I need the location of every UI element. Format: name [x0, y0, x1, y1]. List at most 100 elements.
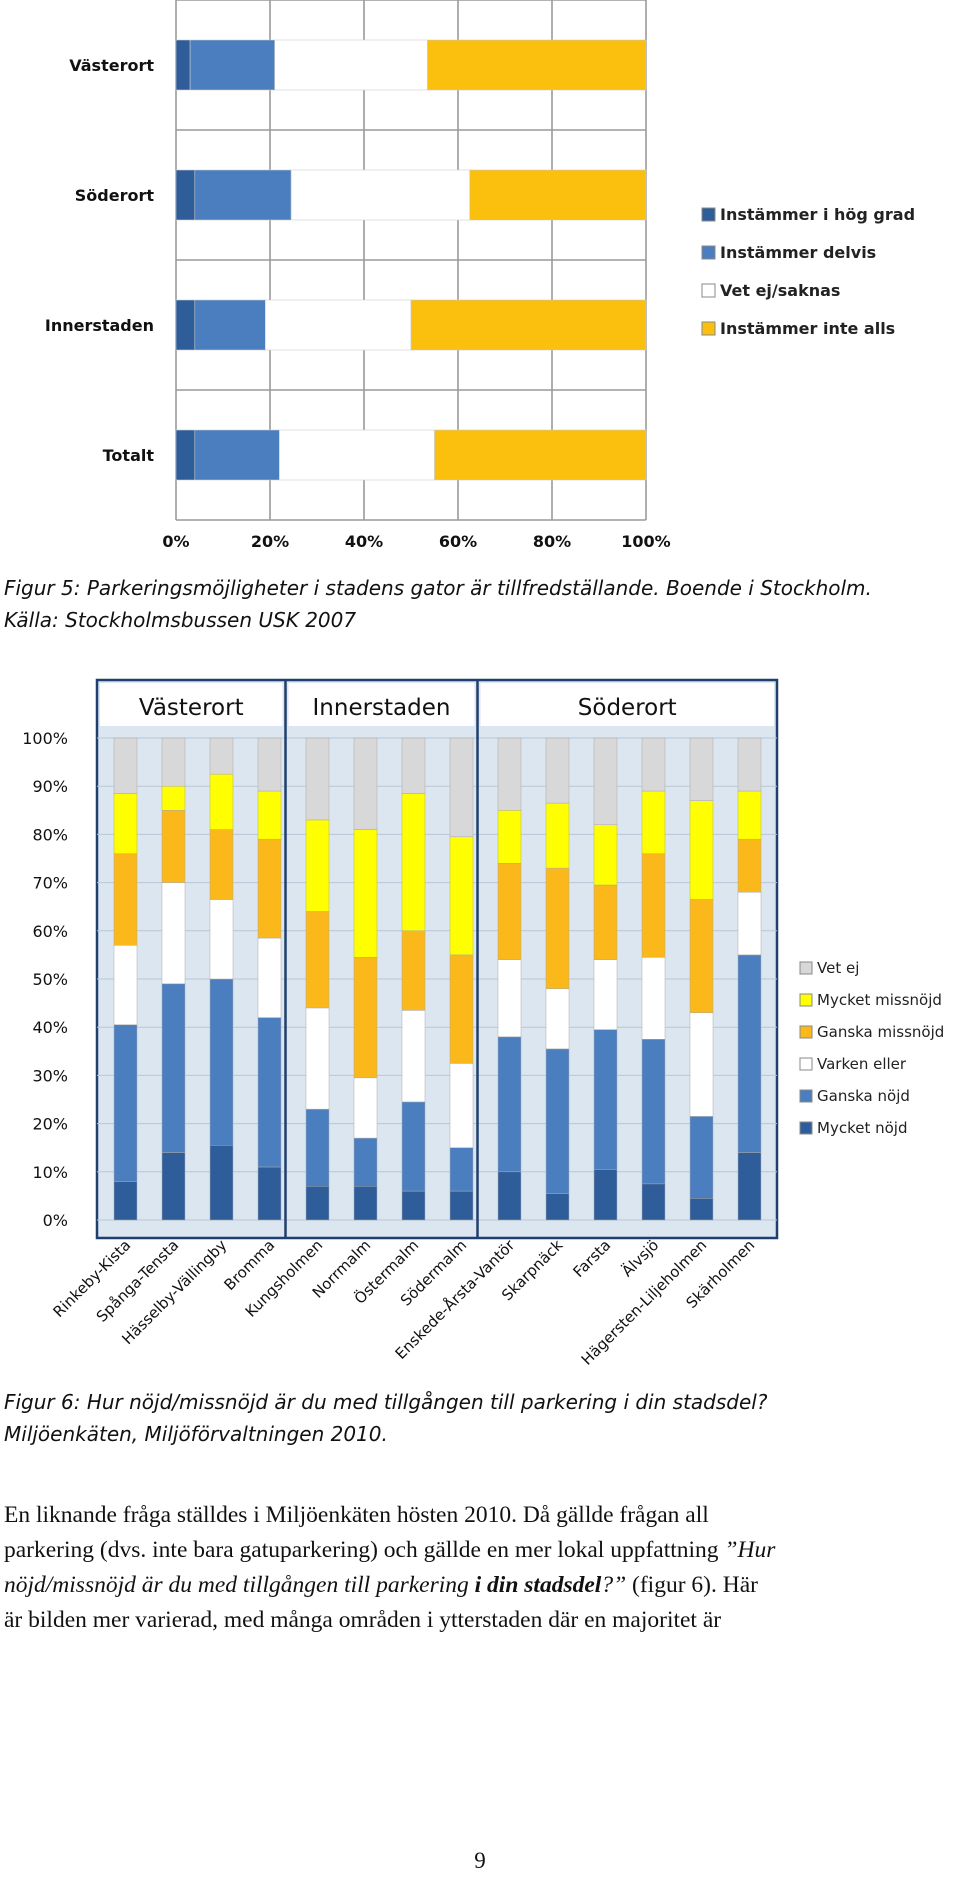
fig5-bar-innerstaden-instammer-i-hog-grad: [175, 299, 196, 351]
fig6-bar-alvsjo-mycket-nojd: [641, 1183, 666, 1221]
fig6-bar-alvsjo-ganska-nojd: [641, 1039, 666, 1185]
fig5-x-tick-label: 0%: [162, 532, 189, 551]
fig5-bars: [175, 39, 647, 481]
body-line-3: nöjd/missnöjd är du med tillgången till …: [4, 1568, 954, 1603]
body-line-3-text: (figur 6). Här: [626, 1572, 758, 1598]
fig6-group-header-bg: [100, 683, 283, 726]
fig6-category-label: Spånga-Tensta: [93, 1236, 183, 1326]
fig5-bar-totalt-instammer-i-hog-grad: [175, 429, 196, 481]
fig6-bar-sodermalm-mycket-nojd: [449, 1190, 474, 1221]
fig6-bar-enskede-arsta-vantor-ganska-nojd: [497, 1036, 522, 1173]
fig5-category-label: Västerort: [69, 56, 154, 75]
fig6-bar-spanga-tensta-vet-ej: [161, 737, 186, 787]
fig5-legend-label: Instämmer inte alls: [720, 319, 895, 338]
fig6-group-header: Västerort: [139, 695, 244, 721]
fig5-bar-innerstaden-vet-ej-saknas: [264, 299, 412, 351]
fig6-bar-hasselby-vallingby-vet-ej: [209, 737, 234, 775]
fig6-legend-label: Varken eller: [817, 1055, 907, 1073]
fig5-bar-vasterort-vet-ej-saknas: [274, 39, 428, 91]
fig6-bar-kungsholmen-ganska-nojd: [305, 1108, 330, 1187]
fig5-category-label: Söderort: [75, 186, 155, 205]
body-line-3-quote: nöjd/missnöjd är du med tillgången till …: [4, 1572, 475, 1598]
fig6-bar-sodermalm-ganska-missnojd: [449, 954, 474, 1064]
fig6-bar-skarholmen-ganska-nojd: [737, 954, 762, 1153]
figure-5-chart: Västerort Söderort Innerstaden Totalt 0% 20%…: [45, 0, 915, 551]
fig6-bar-hagersten-liljeholmen-mycket-nojd: [689, 1198, 714, 1221]
fig6-bar-hasselby-vallingby-ganska-missnojd: [209, 829, 234, 900]
page-number: 9: [474, 1848, 486, 1873]
fig5-x-tick-label: 60%: [439, 532, 477, 551]
fig6-group-headers: Västerort Innerstaden Söderort: [100, 680, 774, 1238]
fig6-bar-skarholmen-mycket-missnojd: [737, 790, 762, 840]
fig6-bar-alvsjo-varken-eller: [641, 957, 666, 1040]
fig6-bar-kungsholmen-mycket-missnojd: [305, 819, 330, 912]
fig6-bar-rinkeby-kista-varken-eller: [113, 945, 138, 1026]
fig6-group-header: Söderort: [578, 695, 677, 721]
fig6-bar-farsta-vet-ej: [593, 737, 618, 826]
fig6-y-tick-label: 100%: [22, 729, 68, 748]
fig5-x-tick-label: 80%: [533, 532, 571, 551]
fig6-group-header-bg: [480, 683, 774, 726]
fig6-y-tick-label: 20%: [32, 1115, 68, 1134]
fig6-legend: Vet ej Mycket missnöjd Ganska missnöjd Vark…: [799, 959, 944, 1137]
fig6-bar-skarpnack-vet-ej: [545, 737, 570, 804]
fig6-bar-norrmalm-varken-eller: [353, 1077, 378, 1139]
fig5-x-tick-labels: 0% 20% 40% 60% 80% 100%: [162, 532, 670, 551]
fig6-y-tick-label: 50%: [32, 970, 68, 989]
body-line-2-text: parkering (dvs. inte bara gatuparkering)…: [4, 1537, 719, 1563]
fig6-bar-skarholmen-mycket-nojd: [737, 1152, 762, 1221]
fig6-plot-area: [95, 678, 779, 1240]
fig6-y-tick-label: 30%: [32, 1066, 68, 1085]
fig5-bar-vasterort-instammer-i-hog-grad: [175, 39, 191, 91]
fig6-y-tick-label: 70%: [32, 874, 68, 893]
fig6-y-tick-labels: 0% 10% 20% 30% 40% 50% 60% 70% 80% 90% 100%: [22, 729, 68, 1230]
fig5-x-tick-label: 100%: [621, 532, 670, 551]
figure-5-caption: Figur 5: Parkeringsmöjligheter i stadens…: [4, 572, 872, 636]
fig6-bar-skarholmen-vet-ej: [737, 737, 762, 792]
figure-5-caption-line1: Figur 5: Parkeringsmöjligheter i stadens…: [4, 576, 872, 600]
fig6-bar-ostermalm-ganska-nojd: [401, 1101, 426, 1192]
fig5-x-tick-label: 20%: [251, 532, 289, 551]
fig6-legend-swatch: [799, 1057, 813, 1071]
fig6-bar-norrmalm-ganska-nojd: [353, 1137, 378, 1187]
fig6-bar-alvsjo-vet-ej: [641, 737, 666, 792]
fig6-bar-kungsholmen-ganska-missnojd: [305, 911, 330, 1009]
fig6-bar-farsta-mycket-missnojd: [593, 824, 618, 886]
fig5-legend-swatch: [701, 321, 716, 336]
fig6-legend-label: Mycket nöjd: [817, 1119, 907, 1137]
fig5-category-label: Innerstaden: [45, 316, 154, 335]
fig6-y-tick-label: 0%: [43, 1211, 68, 1230]
body-line-2-quote: ”Hur: [718, 1537, 776, 1563]
fig6-category-label: Farsta: [569, 1236, 614, 1281]
fig5-legend-swatch: [701, 283, 716, 298]
body-line-4: är bilden mer varierad, med många område…: [4, 1607, 722, 1633]
fig6-bar-sodermalm-varken-eller: [449, 1063, 474, 1148]
body-line-3-emphasis: i din stadsdel: [474, 1572, 602, 1598]
fig6-bar-spanga-tensta-mycket-missnojd: [161, 785, 186, 811]
fig6-group-header: Innerstaden: [313, 695, 451, 721]
fig6-bar-enskede-arsta-vantor-mycket-nojd: [497, 1171, 522, 1221]
fig6-bar-enskede-arsta-vantor-mycket-missnojd: [497, 810, 522, 864]
fig6-bar-kungsholmen-varken-eller: [305, 1007, 330, 1110]
fig5-legend-swatch: [701, 207, 716, 222]
body-line-2: parkering (dvs. inte bara gatuparkering)…: [4, 1533, 954, 1568]
fig6-bar-farsta-ganska-nojd: [593, 1029, 618, 1170]
fig6-y-tick-label: 90%: [32, 777, 68, 796]
fig6-bar-hasselby-vallingby-varken-eller: [209, 899, 234, 980]
fig6-bar-skarpnack-mycket-missnojd: [545, 802, 570, 869]
fig6-bar-rinkeby-kista-vet-ej: [113, 737, 138, 794]
fig6-bar-bromma-ganska-nojd: [257, 1017, 282, 1168]
fig6-bars: [113, 737, 762, 1221]
fig6-bar-enskede-arsta-vantor-vet-ej: [497, 737, 522, 811]
fig6-bar-bromma-mycket-missnojd: [257, 790, 282, 840]
fig5-bar-vasterort-instammer-delvis: [189, 39, 276, 91]
fig6-bar-sodermalm-vet-ej: [449, 737, 474, 838]
body-line-1: En liknande fråga ställdes i Miljöenkäte…: [4, 1502, 709, 1528]
fig6-legend-swatch: [799, 961, 813, 975]
fig5-legend-swatch: [701, 245, 716, 260]
fig6-bar-kungsholmen-mycket-nojd: [305, 1186, 330, 1221]
fig6-legend-swatch: [799, 993, 813, 1007]
fig5-bar-soderort-vet-ej-saknas: [290, 169, 471, 221]
fig6-bar-hasselby-vallingby-mycket-nojd: [209, 1145, 234, 1221]
fig6-legend-label: Vet ej: [817, 959, 859, 977]
